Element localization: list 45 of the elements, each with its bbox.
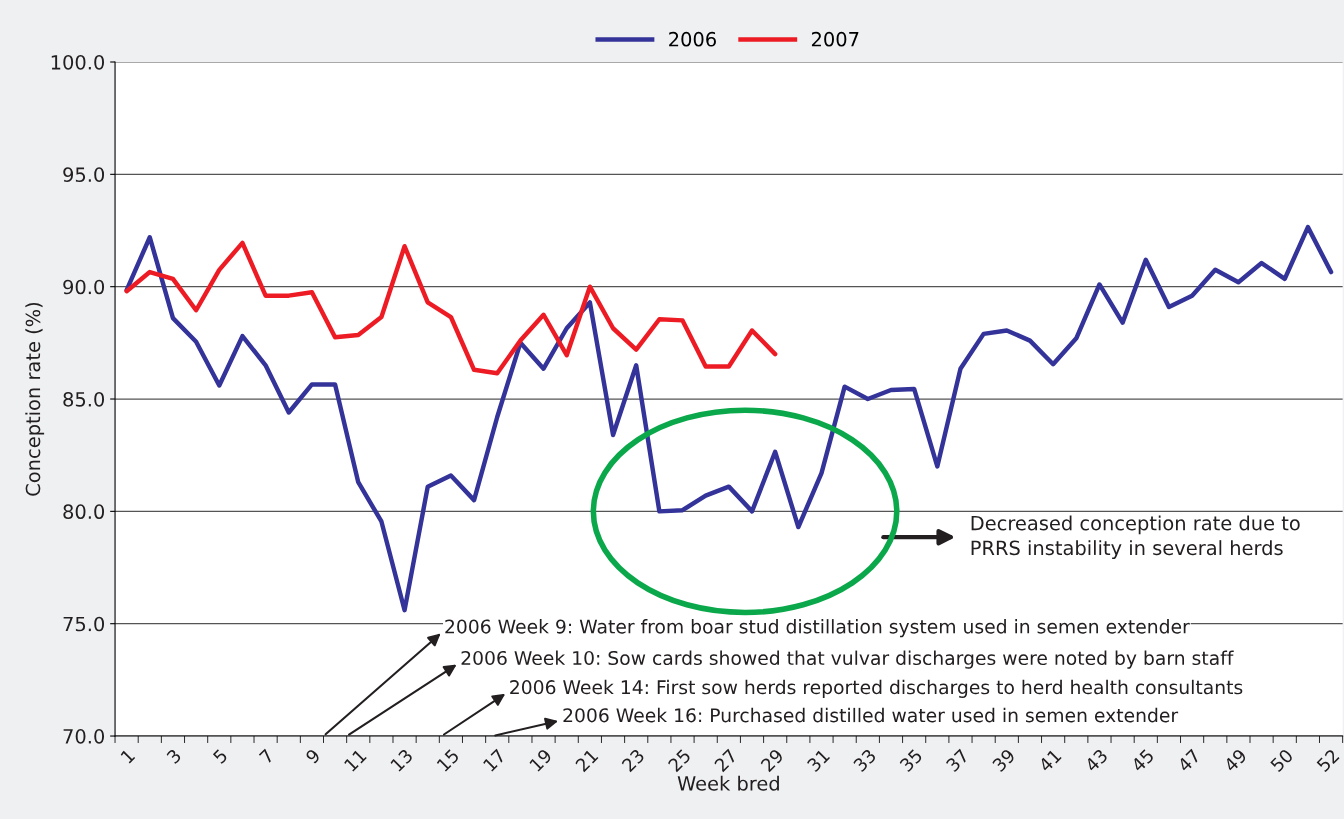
- x-tick-label: 35: [899, 748, 923, 773]
- x-tick-label: 13: [389, 748, 414, 772]
- y-tick-label: 75.0: [63, 616, 105, 632]
- x-tick-label: 21: [574, 748, 599, 773]
- x-tick-label: 50: [1269, 748, 1294, 773]
- y-tick-label: 95.0: [63, 167, 105, 182]
- annotation: 2006 Week 10: Sow cards showed that vulvar discharges were noted by barn staff: [461, 650, 1234, 669]
- legend-label: 2007: [811, 31, 859, 47]
- annotation: 2006 Week 9: Water from boar stud distillation system used in semen extender: [445, 619, 1190, 638]
- x-tick-label: 33: [852, 748, 877, 773]
- x-tick-label: 45: [1130, 748, 1155, 773]
- x-tick-label: 11: [343, 748, 367, 772]
- x-tick-label: 47: [1176, 748, 1201, 773]
- x-tick-label: 49: [1223, 748, 1248, 773]
- x-tick-label: 41: [1037, 748, 1062, 773]
- x-tick-label: 3: [166, 748, 182, 765]
- annotation: 2006 Week 14: First sow herds reported discharges to herd health consultants: [510, 679, 1243, 698]
- x-tick-label: 27: [713, 748, 738, 773]
- x-axis-title: Week bred: [677, 775, 779, 791]
- x-tick-label: 7: [258, 748, 275, 764]
- y-tick-label: 85.0: [63, 391, 105, 407]
- x-tick-label: 19: [528, 748, 553, 772]
- x-tick-label: 29: [760, 748, 785, 773]
- x-tick-label: 1: [120, 748, 136, 764]
- x-tick-label: 31: [806, 748, 831, 773]
- line-series: [124, 240, 778, 376]
- x-tick-label: 15: [436, 748, 460, 772]
- y-tick-label: 100.0: [51, 54, 105, 70]
- x-tick-label: 23: [621, 748, 646, 773]
- legend-label: 2006: [669, 31, 716, 47]
- x-tick-label: 37: [945, 748, 970, 773]
- x-tick-label: 17: [482, 748, 506, 772]
- y-tick-label: 80.0: [63, 504, 105, 520]
- annotation: Decreased conception rate due to PRRS instability in several herds: [971, 515, 1300, 559]
- y-tick-label: 70.0: [63, 728, 105, 744]
- y-axis-title: Conception rate (%): [25, 302, 45, 496]
- x-tick-label: 25: [667, 748, 692, 773]
- annotation: 2006 Week 16: Purchased distilled water used in semen extender: [563, 707, 1179, 723]
- x-tick-label: 52: [1316, 748, 1340, 773]
- x-tick-label: 43: [1084, 748, 1109, 773]
- x-tick-label: 39: [991, 748, 1016, 773]
- x-tick-label: 9: [304, 748, 321, 765]
- line-series: [124, 224, 1334, 613]
- y-tick-label: 90.0: [63, 279, 105, 295]
- x-tick-label: 5: [212, 748, 229, 765]
